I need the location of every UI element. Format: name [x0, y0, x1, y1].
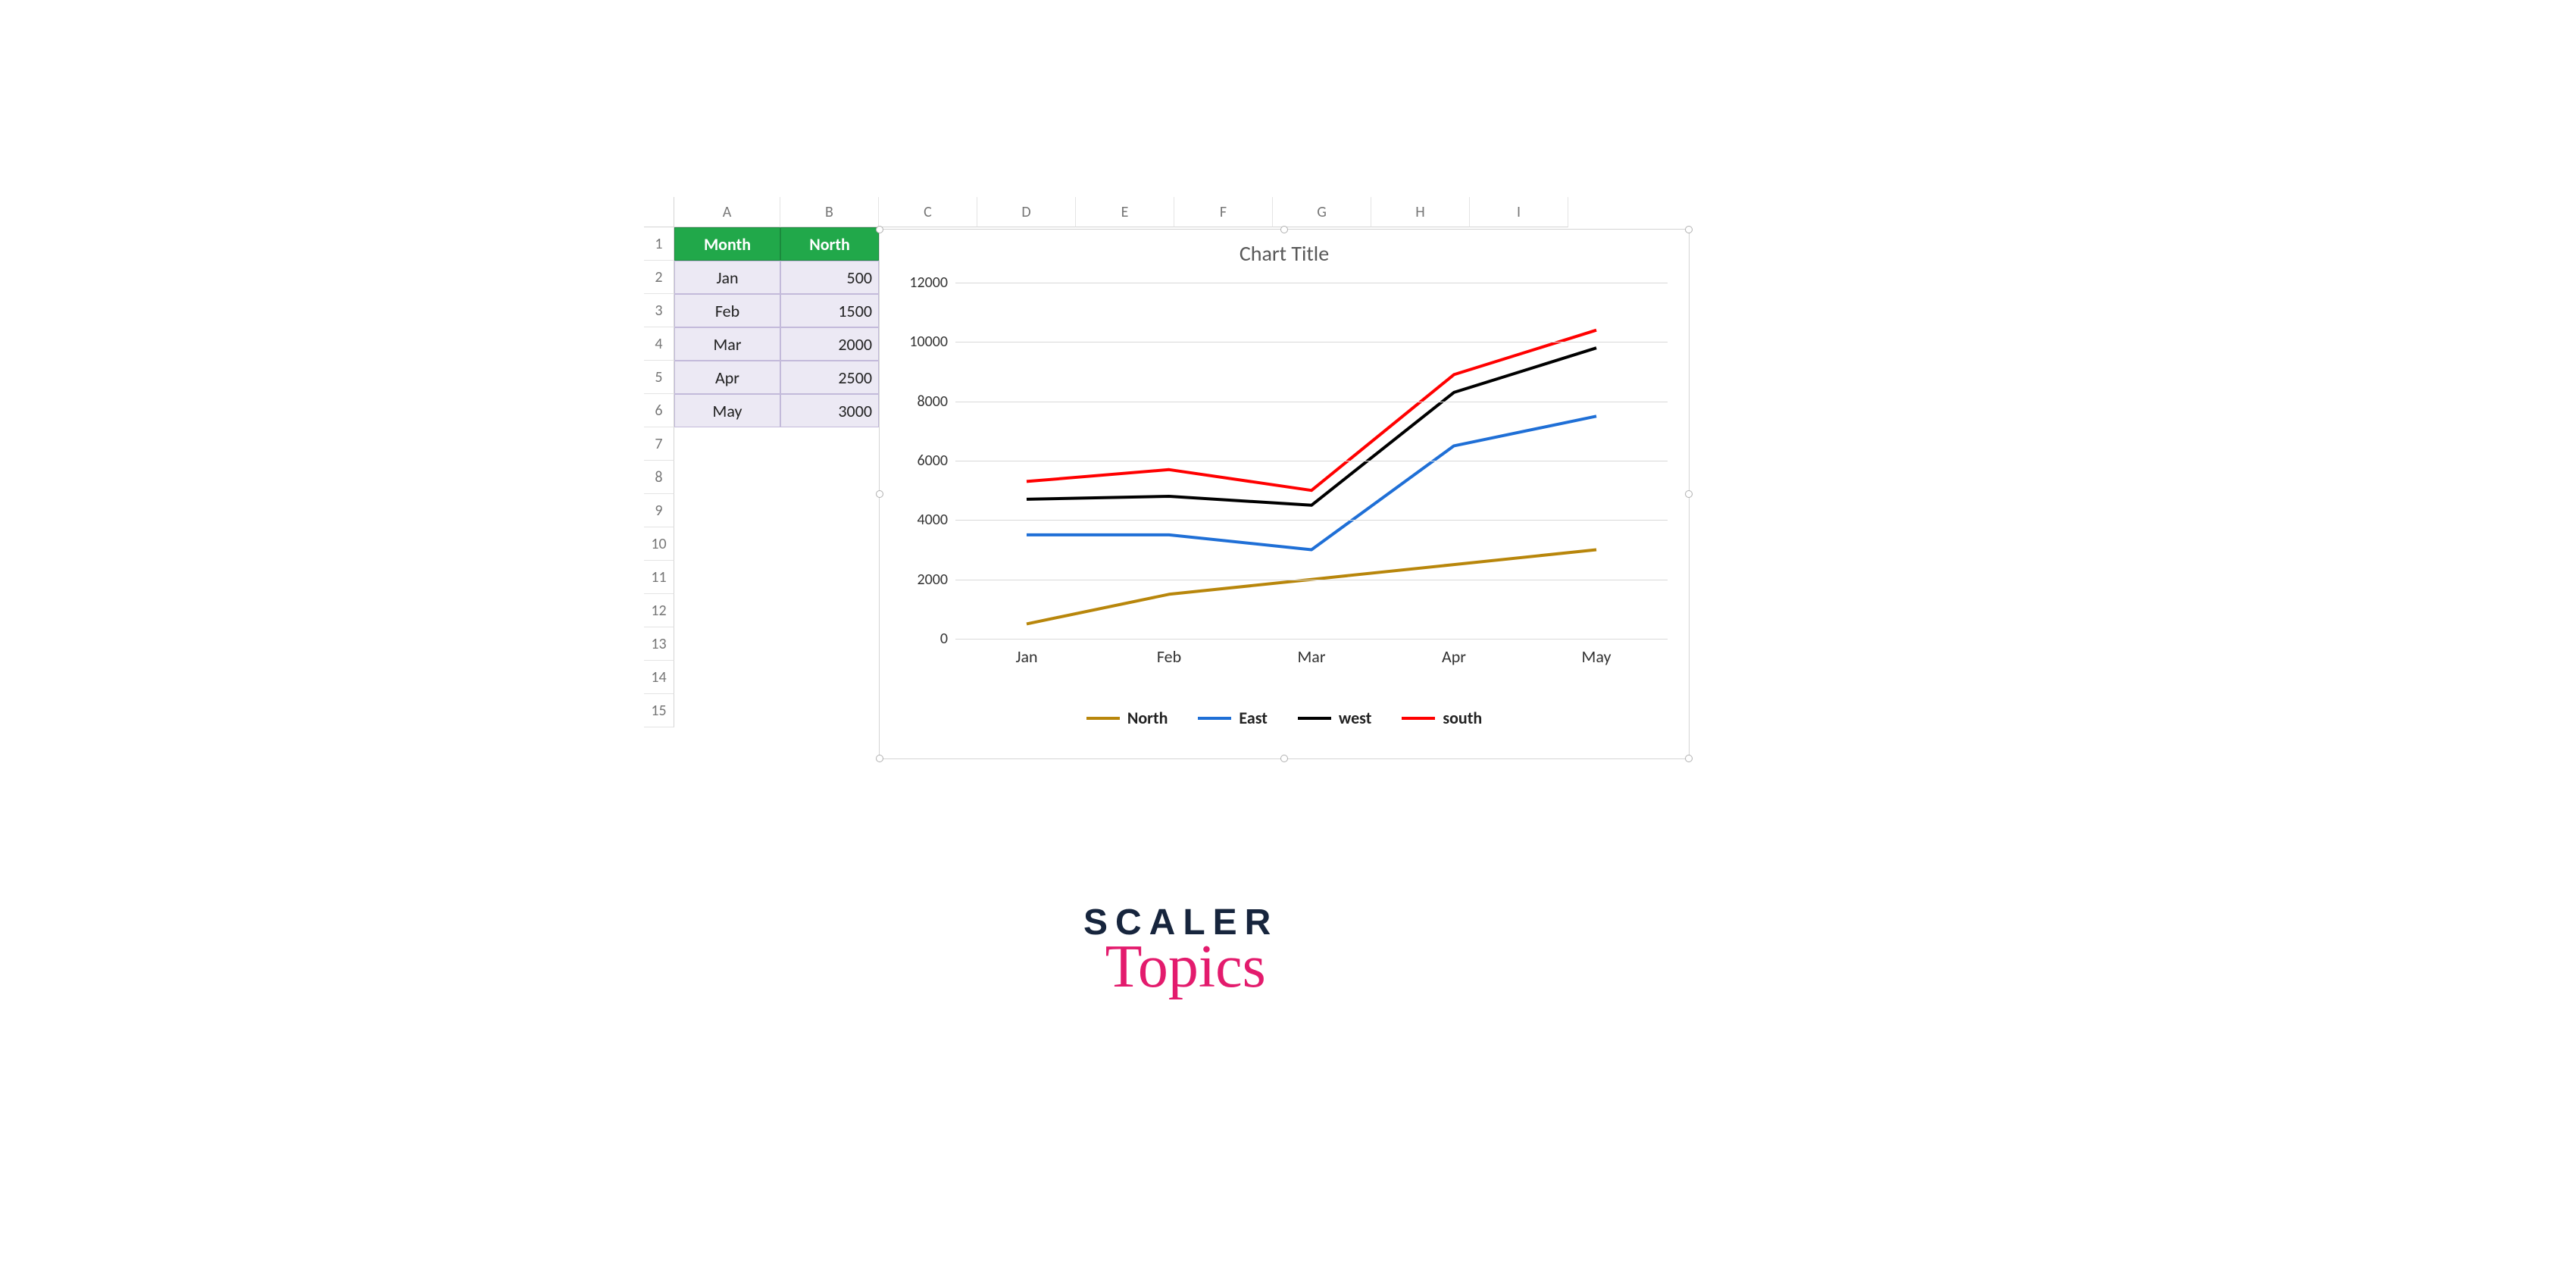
row-number[interactable]: 1 — [644, 227, 674, 261]
row-number[interactable]: 15 — [644, 694, 674, 727]
row-number[interactable]: 3 — [644, 294, 674, 327]
y-tick-label: 8000 — [895, 392, 948, 411]
legend-item-north[interactable]: North — [1086, 708, 1168, 728]
legend-label: East — [1239, 708, 1267, 728]
row-number[interactable]: 4 — [644, 327, 674, 361]
series-line-east[interactable] — [1027, 416, 1596, 549]
row-number[interactable]: 12 — [644, 594, 674, 627]
select-all-corner[interactable] — [644, 197, 674, 227]
col-header-A[interactable]: A — [674, 197, 780, 227]
excel-screenshot-region: A B C D E F G H I 1 Month North 2 Jan 50… — [644, 197, 1780, 727]
legend-item-east[interactable]: East — [1198, 708, 1267, 728]
x-tick-label: Jan — [1015, 646, 1037, 667]
cell-A5[interactable]: Apr — [674, 361, 780, 394]
row-number[interactable]: 2 — [644, 261, 674, 294]
y-tick-label: 4000 — [895, 511, 948, 529]
series-line-south[interactable] — [1027, 330, 1596, 491]
gridline — [955, 520, 1668, 521]
x-axis: Jan Feb Mar Apr May — [955, 646, 1668, 677]
row-number[interactable]: 14 — [644, 661, 674, 694]
row-number[interactable]: 9 — [644, 494, 674, 527]
series-line-north[interactable] — [1027, 550, 1596, 624]
cell-A1[interactable]: Month — [674, 227, 780, 261]
watermark-logo: SCALER Topics — [1083, 902, 1278, 1002]
x-tick-label: Apr — [1442, 646, 1466, 667]
cell-B5[interactable]: 2500 — [780, 361, 879, 394]
col-header-D[interactable]: D — [977, 197, 1076, 227]
brand-line2: Topics — [1093, 933, 1278, 1002]
y-tick-label: 10000 — [895, 333, 948, 351]
y-tick-label: 0 — [895, 630, 948, 648]
x-tick-label: May — [1582, 646, 1612, 667]
column-header-row: A B C D E F G H I — [644, 197, 1780, 227]
cell-B4[interactable]: 2000 — [780, 327, 879, 361]
gridline — [955, 639, 1668, 640]
legend-label: North — [1127, 708, 1168, 728]
legend-swatch-icon — [1198, 717, 1231, 720]
cell-A2[interactable]: Jan — [674, 261, 780, 294]
x-tick-label: Feb — [1157, 646, 1181, 667]
series-line-west[interactable] — [1027, 348, 1596, 505]
x-tick-label: Mar — [1297, 646, 1325, 667]
col-header-B[interactable]: B — [780, 197, 879, 227]
row-number[interactable]: 6 — [644, 394, 674, 427]
resize-handle-icon[interactable] — [1280, 755, 1288, 762]
legend-item-west[interactable]: west — [1298, 708, 1371, 728]
resize-handle-icon[interactable] — [1685, 226, 1693, 233]
legend-swatch-icon — [1402, 717, 1435, 720]
resize-handle-icon[interactable] — [876, 755, 883, 762]
row-number[interactable]: 13 — [644, 627, 674, 661]
row-number[interactable]: 8 — [644, 461, 674, 494]
legend-label: south — [1443, 708, 1482, 728]
legend-label: west — [1339, 708, 1371, 728]
y-tick-label: 6000 — [895, 452, 948, 470]
resize-handle-icon[interactable] — [1280, 226, 1288, 233]
row-number[interactable]: 7 — [644, 427, 674, 461]
resize-handle-icon[interactable] — [876, 490, 883, 498]
cell-B2[interactable]: 500 — [780, 261, 879, 294]
resize-handle-icon[interactable] — [1685, 490, 1693, 498]
col-header-I[interactable]: I — [1470, 197, 1568, 227]
cell-A4[interactable]: Mar — [674, 327, 780, 361]
plot-area[interactable]: 020004000600080001000012000 — [955, 283, 1668, 639]
resize-handle-icon[interactable] — [1685, 755, 1693, 762]
y-tick-label: 12000 — [895, 274, 948, 292]
cell-B6[interactable]: 3000 — [780, 394, 879, 427]
col-header-E[interactable]: E — [1076, 197, 1174, 227]
cell-A6[interactable]: May — [674, 394, 780, 427]
spreadsheet: A B C D E F G H I 1 Month North 2 Jan 50… — [644, 197, 1780, 727]
col-header-G[interactable]: G — [1273, 197, 1371, 227]
legend-item-south[interactable]: south — [1402, 708, 1482, 728]
cell-B3[interactable]: 1500 — [780, 294, 879, 327]
row-number[interactable]: 10 — [644, 527, 674, 561]
col-header-H[interactable]: H — [1371, 197, 1470, 227]
legend-swatch-icon — [1298, 717, 1331, 720]
legend-swatch-icon — [1086, 717, 1120, 720]
chart-object[interactable]: Chart Title 020004000600080001000012000 … — [879, 229, 1690, 759]
col-header-C[interactable]: C — [879, 197, 977, 227]
row-number[interactable]: 11 — [644, 561, 674, 594]
cell-A3[interactable]: Feb — [674, 294, 780, 327]
y-tick-label: 2000 — [895, 571, 948, 589]
col-header-F[interactable]: F — [1174, 197, 1273, 227]
chart-title[interactable]: Chart Title — [880, 230, 1689, 267]
row-number[interactable]: 5 — [644, 361, 674, 394]
cell-B1[interactable]: North — [780, 227, 879, 261]
resize-handle-icon[interactable] — [876, 226, 883, 233]
chart-legend[interactable]: North East west south — [880, 704, 1689, 729]
